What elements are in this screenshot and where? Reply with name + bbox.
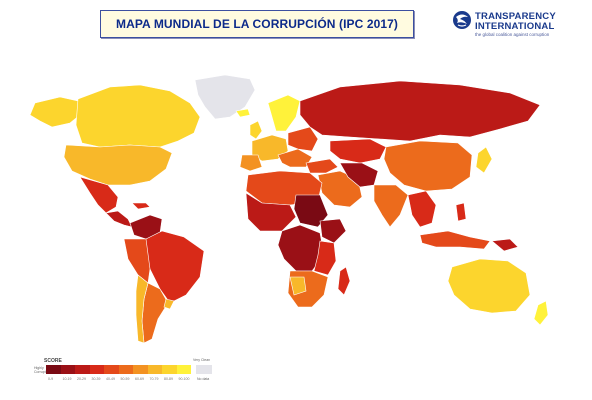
region-west-africa: [245, 192, 297, 232]
legend-tick-label: 60-69: [135, 377, 144, 381]
region-uruguay: [163, 298, 175, 310]
legend-title: SCORE: [44, 358, 62, 364]
title-box: MAPA MUNDIAL DE LA CORRUPCIÓN (IPC 2017): [100, 10, 414, 38]
region-australia: [447, 258, 531, 314]
legend-tick-label: 70-79: [149, 377, 159, 381]
region-southeast-asia: [407, 190, 437, 228]
legend-tick-label: 30-39: [91, 377, 101, 381]
region-uk: [249, 120, 263, 140]
region-middle-east: [317, 170, 363, 208]
logo-line-2: INTERNATIONAL: [475, 21, 555, 32]
region-papua: [491, 238, 519, 252]
score-legend: SCORE Highly Corrupt Very Clean No data …: [34, 358, 216, 388]
legend-swatch: [89, 365, 104, 374]
region-caribbean: [131, 202, 151, 210]
region-philippines: [455, 202, 467, 222]
region-indonesia: [419, 230, 491, 250]
region-alaska: [29, 96, 81, 128]
region-russia: [299, 80, 541, 142]
region-botswana: [289, 276, 307, 296]
legend-nodata-label: No data: [197, 377, 210, 381]
region-japan: [475, 146, 493, 174]
region-canada: [75, 84, 201, 148]
region-east-africa: [313, 240, 337, 276]
legend-color-bar: [46, 365, 191, 374]
map-title: MAPA MUNDIAL DE LA CORRUPCIÓN (IPC 2017): [115, 17, 399, 31]
legend-swatch: [104, 365, 119, 374]
legend-tick-label: 10-19: [62, 377, 72, 381]
legend-swatch: [118, 365, 133, 374]
globe-swirl-icon: [453, 11, 471, 29]
region-madagascar: [337, 266, 351, 296]
logo-tagline: the global coalition against corruption: [475, 32, 550, 37]
region-central-asia: [329, 138, 387, 164]
region-scandinavia: [267, 94, 301, 132]
legend-tick-label: 0-9: [48, 377, 54, 381]
region-iceland: [235, 108, 251, 118]
region-chile: [135, 274, 149, 344]
legend-tick-label: 90-100: [178, 377, 190, 381]
legend-tick-label: 20-29: [77, 377, 86, 381]
legend-swatch: [75, 365, 90, 374]
region-turkey: [305, 158, 339, 174]
legend-swatch: [162, 365, 177, 374]
legend-tick-label: 80-89: [164, 377, 173, 381]
region-central-america: [105, 210, 133, 228]
region-mexico: [79, 176, 119, 214]
region-india: [373, 184, 409, 228]
legend-tick-label: 40-49: [106, 377, 115, 381]
legend-swatch: [147, 365, 162, 374]
legend-swatch: [60, 365, 75, 374]
region-iberia: [239, 154, 263, 172]
region-andes: [123, 238, 151, 284]
region-sudan: [293, 194, 329, 228]
legend-high-label: Very Clean: [193, 358, 211, 362]
legend-nodata-swatch: [196, 365, 212, 374]
legend-swatch: [46, 365, 61, 374]
legend-swatch: [133, 365, 148, 374]
legend-low-label: Highly Corrupt: [34, 366, 46, 374]
legend-tick-label: 50-59: [120, 377, 130, 381]
region-horn-africa: [319, 218, 347, 244]
transparency-international-logo: TRANSPARENCY INTERNATIONAL the global co…: [452, 9, 584, 43]
legend-swatch: [176, 365, 191, 374]
region-new-zealand: [533, 300, 549, 326]
region-china: [383, 140, 473, 192]
world-map: [29, 74, 549, 344]
logo-line-1: TRANSPARENCY: [475, 11, 556, 22]
region-eastern-europe: [287, 126, 319, 152]
region-usa: [63, 144, 173, 186]
